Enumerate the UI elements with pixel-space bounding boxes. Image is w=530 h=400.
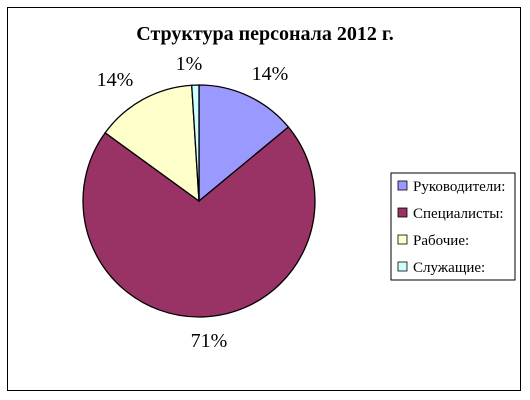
pie-slice [104,84,200,203]
pie-data-labels: 14% 71% 14% 1% [97,53,289,352]
legend-box [390,172,516,281]
legend-label: Руководители: [413,179,505,195]
legend-swatch [397,234,408,245]
chart-title: Структура персонала 2012 г. [136,23,393,45]
legend-swatch [397,261,408,272]
data-label: 1% [176,53,203,75]
legend-swatch [397,207,408,218]
legend: Руководители: Специалисты: Рабочие: Служащи… [390,172,516,281]
legend-swatch [397,180,408,191]
pie-slice [191,84,200,202]
data-label: 71% [191,330,228,352]
data-label: 14% [252,63,289,85]
data-label: 14% [97,69,134,91]
pie-slice [82,126,316,318]
legend-label: Служащие: [413,260,485,276]
legend-label: Рабочие: [413,233,469,249]
pie-slices [82,84,316,318]
legend-label: Специалисты: [413,206,504,222]
pie-slice [198,84,290,203]
